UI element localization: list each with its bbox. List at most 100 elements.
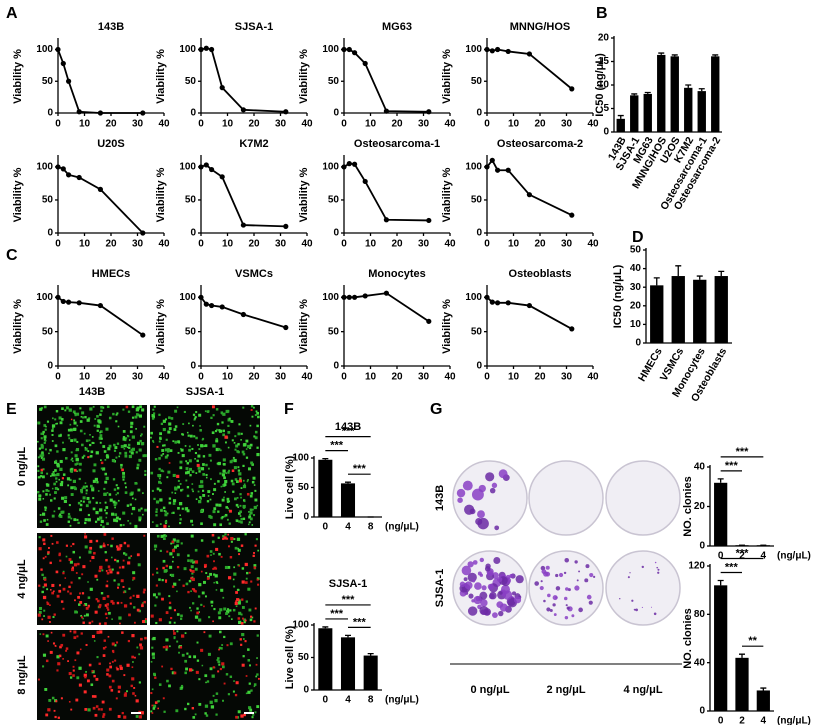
cell-dot bbox=[168, 601, 172, 604]
cell-dot bbox=[96, 599, 100, 603]
cell-dot bbox=[158, 489, 162, 492]
y-axis-label: Live cell (%) bbox=[284, 455, 296, 519]
cell-dot bbox=[130, 555, 133, 557]
cell-dot bbox=[52, 470, 55, 473]
cell-dot bbox=[254, 711, 257, 714]
cell-dot bbox=[177, 506, 180, 510]
cell-dot bbox=[58, 514, 61, 518]
cell-dot bbox=[153, 544, 158, 548]
y-tick-label: 0 bbox=[303, 685, 309, 696]
cell-dot bbox=[173, 671, 177, 675]
cell-dot bbox=[43, 615, 45, 617]
cell-dot bbox=[172, 440, 175, 443]
cell-dot bbox=[84, 521, 87, 525]
cell-dot bbox=[227, 545, 230, 548]
cell-dot bbox=[108, 611, 111, 615]
cell-dot bbox=[45, 425, 47, 428]
cell-dot bbox=[105, 512, 108, 515]
cell-dot bbox=[73, 421, 77, 425]
cell-dot bbox=[179, 646, 183, 649]
cell-dot bbox=[254, 489, 257, 492]
cell-dot bbox=[105, 427, 109, 431]
cell-dot bbox=[91, 634, 95, 638]
cell-dot bbox=[134, 694, 137, 697]
x-tick-label: 4 bbox=[761, 716, 767, 725]
cell-dot bbox=[93, 674, 96, 678]
cell-dot bbox=[143, 588, 146, 592]
cell-dot bbox=[249, 664, 252, 667]
y-tick-label: 80 bbox=[694, 609, 706, 620]
cell-dot bbox=[138, 715, 142, 719]
cell-dot bbox=[159, 523, 162, 525]
y-tick-label: 0 bbox=[47, 228, 53, 239]
cell-dot bbox=[168, 497, 172, 500]
y-tick-label: 30 bbox=[630, 282, 642, 293]
y-axis-label: NO. clonies bbox=[682, 608, 694, 669]
cell-dot bbox=[154, 676, 157, 679]
cell-dot bbox=[104, 509, 107, 512]
y-tick-label: 100 bbox=[465, 44, 482, 55]
cell-dot bbox=[200, 570, 203, 573]
colony bbox=[539, 585, 544, 591]
cell-dot bbox=[219, 523, 223, 527]
cell-dot bbox=[213, 566, 217, 570]
cell-dot bbox=[87, 596, 91, 599]
cell-dot bbox=[78, 468, 82, 472]
cell-dot bbox=[161, 578, 164, 582]
cell-dot bbox=[238, 472, 242, 476]
cell-dot bbox=[118, 517, 122, 521]
cell-dot bbox=[127, 443, 131, 447]
cell-dot bbox=[240, 643, 243, 646]
cell-dot bbox=[52, 616, 55, 619]
cell-dot bbox=[222, 433, 225, 437]
cell-dot bbox=[84, 708, 88, 711]
cell-dot bbox=[212, 694, 215, 697]
cell-dot bbox=[83, 604, 86, 607]
cell-dot bbox=[46, 420, 50, 423]
colony bbox=[545, 571, 551, 577]
cell-dot bbox=[236, 519, 239, 523]
cell-dot bbox=[56, 655, 60, 659]
colony bbox=[635, 608, 638, 612]
error-bar bbox=[345, 481, 351, 484]
x-tick-label: 2 bbox=[739, 551, 745, 562]
cell-dot bbox=[98, 662, 101, 665]
data-point bbox=[341, 294, 347, 300]
cell-dot bbox=[170, 542, 173, 545]
cell-dot bbox=[37, 440, 39, 443]
cell-dot bbox=[198, 448, 201, 451]
cell-dot bbox=[124, 692, 127, 694]
cell-dot bbox=[70, 517, 73, 520]
x-tick-label: 10 bbox=[365, 119, 377, 130]
cell-dot bbox=[217, 657, 220, 660]
cell-dot bbox=[122, 524, 125, 527]
cell-dot bbox=[196, 459, 199, 463]
column-label: SJSA-1 bbox=[186, 386, 225, 398]
cell-dot bbox=[74, 454, 78, 458]
cell-dot bbox=[208, 616, 211, 619]
data-point bbox=[352, 161, 358, 167]
y-tick-label: 100 bbox=[465, 292, 482, 303]
cell-dot bbox=[129, 596, 132, 600]
cell-dot bbox=[67, 434, 70, 437]
cell-dot bbox=[172, 511, 175, 514]
cell-dot bbox=[107, 565, 111, 568]
cell-dot bbox=[39, 633, 42, 635]
cell-dot bbox=[71, 457, 74, 460]
cell-dot bbox=[82, 621, 85, 624]
colony bbox=[498, 469, 508, 479]
cell-dot bbox=[165, 438, 168, 441]
cell-dot bbox=[47, 551, 50, 554]
cell-dot bbox=[183, 410, 186, 414]
cell-dot bbox=[250, 492, 254, 495]
cell-dot bbox=[139, 405, 142, 409]
x-tick-label: 4 bbox=[345, 522, 351, 533]
cell-dot bbox=[181, 488, 184, 491]
cell-dot bbox=[105, 506, 109, 509]
cell-dot bbox=[87, 456, 90, 459]
data-point bbox=[341, 164, 347, 170]
cell-dot bbox=[169, 552, 173, 556]
y-tick-label: 10 bbox=[598, 80, 610, 91]
cell-dot bbox=[69, 423, 72, 426]
cell-dot bbox=[43, 435, 47, 439]
